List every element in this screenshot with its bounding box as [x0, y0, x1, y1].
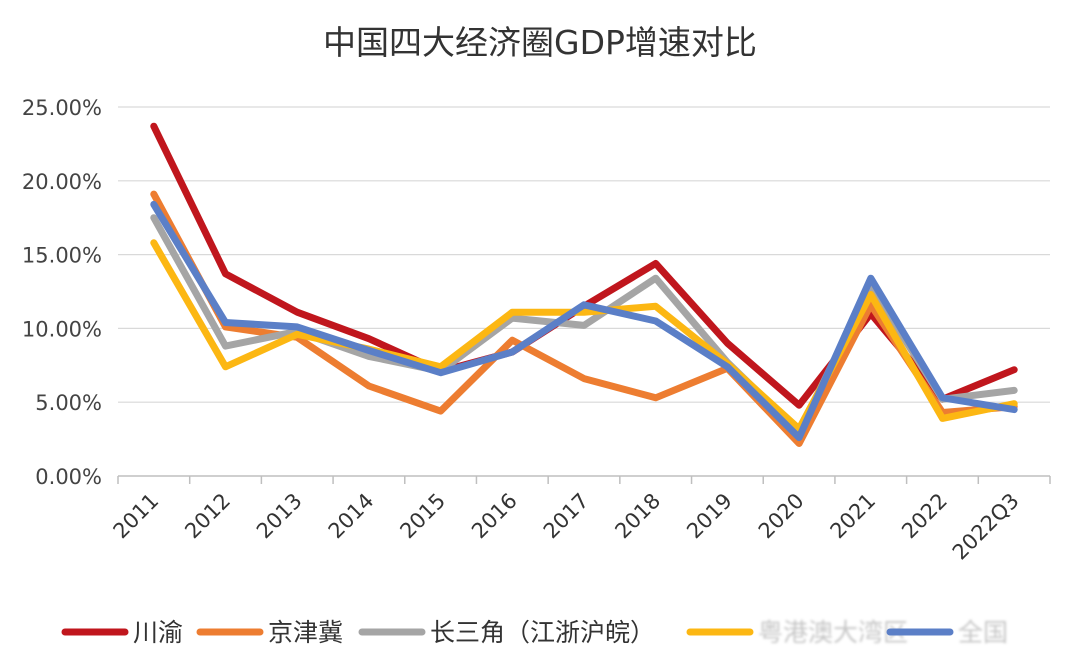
- x-tick-label: 2021: [826, 489, 881, 544]
- legend-label: 川渝: [133, 618, 183, 647]
- x-tick-label: 2022Q3: [948, 489, 1024, 565]
- x-tick-label: 2018: [610, 489, 665, 544]
- x-tick-label: 2017: [539, 489, 594, 544]
- y-tick-label: 10.00%: [22, 317, 102, 341]
- y-tick-label: 20.00%: [22, 170, 102, 194]
- x-tick-label: 2016: [467, 489, 522, 544]
- y-tick-label: 15.00%: [22, 244, 102, 268]
- series-lines: [150, 122, 1018, 447]
- x-tick-label: 2019: [682, 489, 737, 544]
- legend: 川渝 京津冀 长三角（江浙沪皖） 粤港澳大湾区 全国: [61, 618, 1008, 647]
- legend-label: 京津冀: [268, 618, 343, 647]
- x-axis-ticks: 2011 2012 2013 2014 2015 2016 2017 2018 2019 2020…: [109, 476, 1051, 565]
- x-tick-label: 2011: [109, 489, 164, 544]
- x-tick-label: 2020: [754, 489, 809, 544]
- x-tick-label: 2012: [180, 489, 235, 544]
- legend-label: 长三角（江浙沪皖）: [430, 618, 655, 647]
- y-axis-ticks: 0.00% 5.00% 10.00% 15.00% 20.00% 25.00%: [22, 96, 102, 489]
- y-tick-label: 0.00%: [35, 465, 102, 489]
- series-line: [150, 200, 1018, 442]
- legend-label: 粤港澳大湾区: [758, 618, 908, 647]
- x-tick-label: 2022: [897, 489, 952, 544]
- series-line: [150, 239, 1018, 433]
- x-tick-label: 2014: [324, 489, 379, 544]
- x-tick-label: 2013: [252, 489, 307, 544]
- legend-label: 全国: [958, 618, 1008, 647]
- y-tick-label: 25.00%: [22, 96, 102, 120]
- chart-title: 中国四大经济圈GDP增速对比: [323, 23, 757, 62]
- x-tick-label: 2015: [395, 489, 450, 544]
- y-tick-label: 5.00%: [35, 391, 102, 415]
- series-line: [150, 122, 1018, 409]
